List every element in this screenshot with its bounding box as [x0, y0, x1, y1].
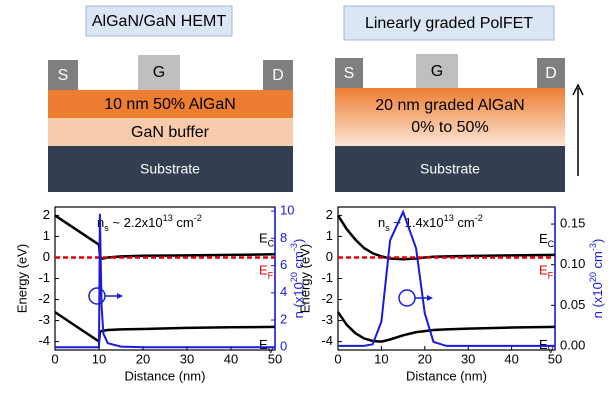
y-tick-label: -1 [38, 270, 50, 285]
layer-label: 0% to 50% [411, 119, 488, 136]
annotation-part: -2 [475, 213, 483, 223]
legend-label: EC [259, 231, 275, 249]
y-axis-label: Energy (eV) [14, 244, 29, 313]
y-tick-label: 0 [326, 249, 333, 264]
y2-axis-label-part: ) [291, 239, 306, 243]
layer-label: Substrate [140, 161, 200, 177]
x-axis-label: Distance (nm) [406, 368, 487, 383]
series-line [338, 312, 555, 342]
y-tick-label: 1 [43, 228, 50, 243]
axis-marker [399, 290, 415, 306]
x-tick-label: 30 [180, 351, 194, 366]
y2-tick-label: 0.10 [560, 256, 585, 271]
y-tick-label: -2 [321, 291, 333, 306]
x-tick-label: 40 [224, 351, 238, 366]
axis-marker-head [117, 293, 123, 299]
figure: AlGaN/GaN HEMT S G D 10 nm 50% AlGaN GaN… [0, 0, 616, 418]
annotation-part: ~ 2.2x10 [109, 215, 163, 230]
x-tick-label: 10 [374, 351, 388, 366]
y2-tick-label: 0.15 [560, 216, 585, 231]
y2-axis-label-part: -3 [588, 243, 598, 251]
legend-label: EC [539, 231, 555, 249]
y2-tick-label: 8 [280, 230, 287, 245]
legend-label-part: E [539, 337, 548, 352]
legend-label-part: C [268, 239, 275, 249]
layer-label: 10 nm 50% AlGaN [104, 96, 236, 113]
legend-label: EV [259, 337, 275, 355]
annotation: ns ~ 2.2x1013 cm-2 [97, 213, 202, 233]
y2-tick-label: 0 [280, 339, 287, 354]
x-tick-label: 0 [334, 351, 341, 366]
y2-axis-label-part: cm [590, 251, 605, 272]
legend-label-part: F [268, 271, 274, 281]
y2-axis-label-part: 20 [588, 272, 598, 282]
y2-tick-label: 0.00 [560, 337, 585, 352]
contact-label: G [153, 64, 165, 81]
y-tick-label: -4 [38, 333, 50, 348]
layer-label: 20 nm graded AlGaN [375, 97, 524, 114]
legend-label-part: E [259, 337, 268, 352]
y-tick-label: -1 [321, 270, 333, 285]
y2-axis-label-part: ) [590, 239, 605, 243]
series-line [338, 212, 555, 346]
x-tick-label: 20 [418, 351, 432, 366]
x-tick-label: 0 [51, 351, 58, 366]
contact-label: G [431, 63, 443, 80]
x-tick-label: 20 [136, 351, 150, 366]
contact-label: S [58, 67, 69, 84]
annotation-part: cm [173, 215, 194, 230]
annotation-part: -2 [194, 213, 202, 223]
y-axis-label: Energy (eV) [297, 244, 312, 313]
legend-label-part: E [259, 263, 268, 278]
y-tick-label: 2 [43, 207, 50, 222]
device-title: Linearly graded PolFET [365, 15, 533, 32]
legend-label-part: F [548, 271, 554, 281]
series-line [55, 312, 275, 342]
annotation-part: cm [454, 215, 475, 230]
legend-label-part: E [259, 231, 268, 246]
y2-tick-label: 0.05 [560, 297, 585, 312]
contact-label: S [344, 65, 355, 82]
x-tick-label: 30 [461, 351, 475, 366]
legend-label-part: C [548, 239, 555, 249]
annotation-part: 13 [444, 213, 454, 223]
y2-axis-label-part: n (x10 [590, 282, 605, 318]
x-tick-label: 40 [504, 351, 518, 366]
legend-label-part: E [539, 263, 548, 278]
annotation-part: 13 [163, 213, 173, 223]
device-title: AlGaN/GaN HEMT [92, 13, 226, 30]
axis-marker-head [427, 295, 433, 301]
y-tick-label: -3 [321, 312, 333, 327]
x-tick-label: 10 [92, 351, 106, 366]
axis-marker [89, 288, 105, 304]
legend-label-part: E [539, 231, 548, 246]
layer-label: Substrate [420, 161, 480, 177]
y-tick-label: 0 [43, 249, 50, 264]
legend-label: EF [539, 263, 554, 281]
x-axis-label: Distance (nm) [125, 368, 206, 383]
contact-label: D [272, 67, 284, 84]
layer-label: GaN buffer [131, 124, 210, 141]
contact-label: D [545, 65, 557, 82]
y-tick-label: -4 [321, 333, 333, 348]
y-tick-label: 1 [326, 228, 333, 243]
annotation-part: n [378, 215, 385, 230]
y2-tick-label: 6 [280, 257, 287, 272]
y-tick-label: 2 [326, 207, 333, 222]
y-tick-label: -3 [38, 312, 50, 327]
y2-tick-label: 2 [280, 311, 287, 326]
y2-tick-label: 4 [280, 284, 287, 299]
y2-axis-label: n (x1020 cm-3) [588, 239, 605, 319]
y-tick-label: -2 [38, 291, 50, 306]
y2-tick-label: 10 [280, 203, 294, 218]
